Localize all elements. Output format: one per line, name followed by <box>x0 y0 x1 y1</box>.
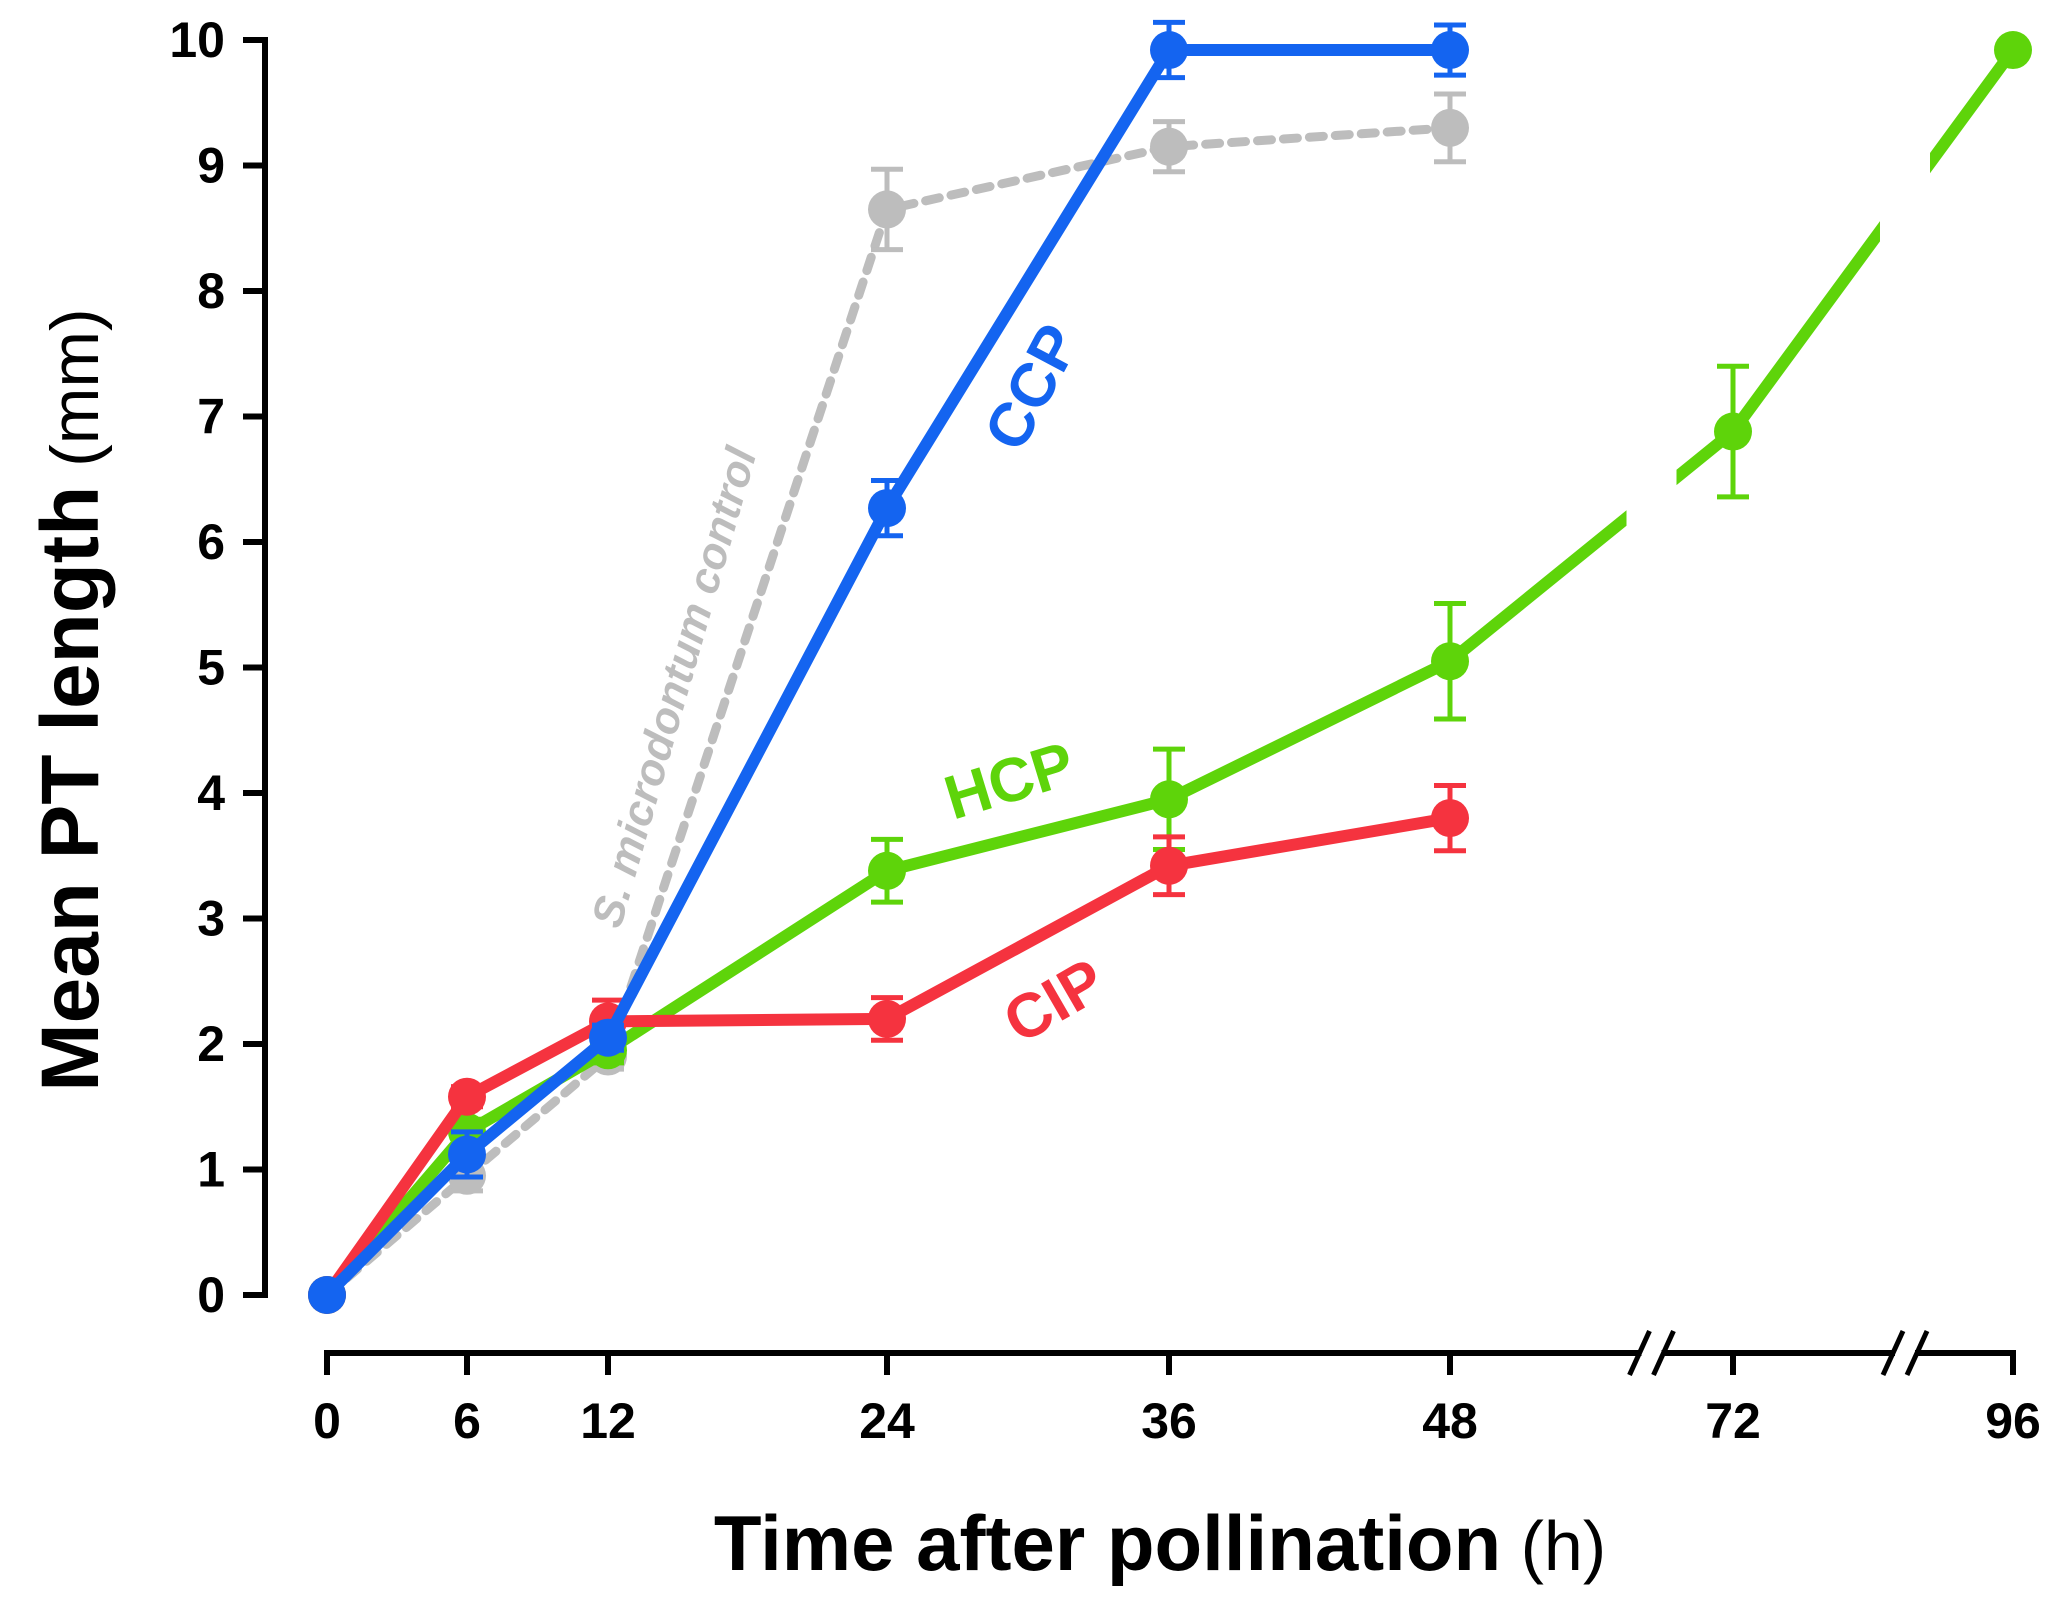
data-point-hcp-36 <box>1150 780 1188 819</box>
y-tick-label-5: 5 <box>197 640 225 696</box>
x-tick-label-24: 24 <box>859 1393 915 1449</box>
y-tick-label-9: 9 <box>197 138 225 194</box>
annotation-cip: CIP <box>993 946 1117 1057</box>
series-group <box>308 19 2032 1314</box>
data-point-cip-6 <box>448 1077 486 1116</box>
x-tick-label-96: 96 <box>1985 1393 2041 1449</box>
y-axis-title: Mean PT length (mm) <box>25 308 116 1091</box>
y-tick-label-4: 4 <box>197 765 225 821</box>
y-tick-label-8: 8 <box>197 263 225 319</box>
data-point-s-microdontum-control-36 <box>1150 127 1188 166</box>
y-axis-title-unit: (mm) <box>37 308 113 485</box>
data-point-ccp-6 <box>448 1135 486 1174</box>
data-point-hcp-24 <box>868 851 906 890</box>
data-point-ccp-12 <box>589 1018 627 1057</box>
annotation-hcp: HCP <box>937 729 1082 833</box>
data-point-hcp-48 <box>1431 642 1469 681</box>
data-point-s-microdontum-control-24 <box>868 190 906 229</box>
x-axis-break-2a <box>1880 1329 1906 1377</box>
y-tick-label-6: 6 <box>197 514 225 570</box>
x-tick-label-48: 48 <box>1422 1393 1478 1449</box>
x-axis-break-1a <box>1627 1329 1652 1377</box>
data-point-hcp-96 <box>1994 31 2032 70</box>
data-point-cip-48 <box>1431 799 1469 838</box>
x-axis-title-main: Time after pollination <box>714 1499 1501 1587</box>
y-tick-label-2: 2 <box>197 1016 225 1072</box>
series-line-cip <box>321 812 1456 1301</box>
x-tick-label-36: 36 <box>1141 1393 1197 1449</box>
y-tick-label-3: 3 <box>197 891 225 947</box>
y-tick-label-7: 7 <box>197 389 225 445</box>
data-point-s-microdontum-control-48 <box>1431 108 1469 147</box>
y-tick-label-1: 1 <box>197 1142 225 1198</box>
data-point-ccp-36 <box>1150 31 1188 70</box>
x-axis-title: Time after pollination (h) <box>714 1499 1606 1587</box>
series-line-hcp <box>321 44 2019 1301</box>
y-axis-title-main: Mean PT length <box>25 486 116 1092</box>
series-line-s-microdontum-control <box>322 123 1455 1300</box>
y-tick-label-10: 10 <box>169 12 225 68</box>
data-point-ccp-24 <box>868 489 906 528</box>
x-tick-label-72: 72 <box>1705 1393 1761 1449</box>
data-point-ccp-48 <box>1431 31 1469 70</box>
x-tick-label-6: 6 <box>453 1393 481 1449</box>
data-point-hcp-72 <box>1714 412 1752 451</box>
series-line-ccp <box>321 44 1456 1301</box>
data-point-cip-24 <box>868 999 906 1038</box>
x-tick-label-0: 0 <box>313 1393 341 1449</box>
x-axis-title-unit: (h) <box>1501 1507 1606 1585</box>
series-cip <box>308 782 1469 1314</box>
data-point-ccp-0 <box>308 1276 346 1314</box>
x-tick-label-12: 12 <box>580 1393 636 1449</box>
y-tick-label-0: 0 <box>197 1267 225 1323</box>
series-ccp <box>308 19 1469 1314</box>
x-axis-break-1b <box>1651 1329 1676 1377</box>
series-hcp <box>308 31 2032 1314</box>
data-point-cip-36 <box>1150 846 1188 885</box>
x-axis-break-2b <box>1904 1329 1930 1377</box>
